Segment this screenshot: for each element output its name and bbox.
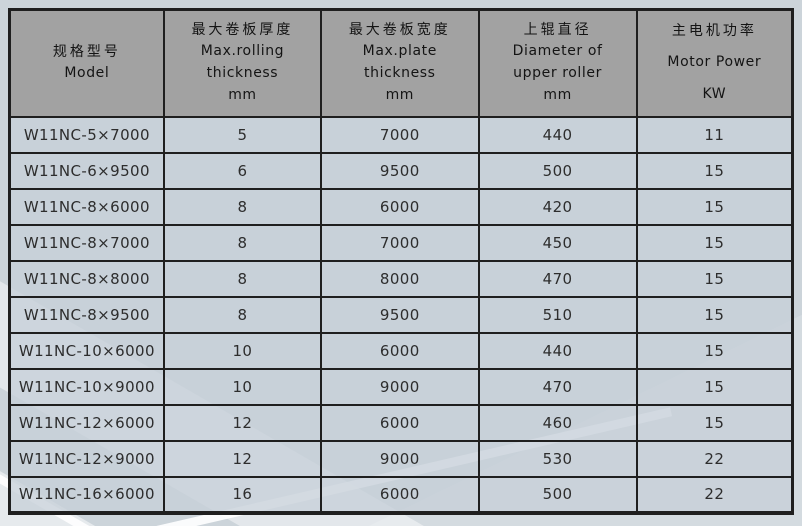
thickness-cell: 10 bbox=[162, 331, 323, 370]
roller-diameter-cell: 510 bbox=[477, 295, 638, 334]
roller-diameter-cell: 460 bbox=[477, 403, 638, 442]
table-row: W11NC-6×9500 6 9500 500 15 bbox=[8, 151, 794, 190]
roller-diameter-cell: 500 bbox=[477, 151, 638, 190]
width-cell: 6000 bbox=[320, 403, 480, 442]
motor-power-cell: 15 bbox=[635, 259, 794, 298]
thickness-cell: 8 bbox=[162, 259, 323, 298]
header-model-en: Model bbox=[64, 65, 110, 82]
width-cell: 6000 bbox=[320, 475, 480, 514]
thickness-cell: 5 bbox=[162, 115, 323, 154]
table-row: W11NC-8×8000 8 8000 470 15 bbox=[8, 259, 794, 298]
col-header-roller-diameter: 上辊直径 Diameter of upper roller mm bbox=[477, 8, 638, 118]
thickness-cell: 16 bbox=[162, 475, 323, 514]
model-cell: W11NC-8×9500 bbox=[8, 295, 165, 334]
roller-diameter-cell: 470 bbox=[477, 259, 638, 298]
width-cell: 7000 bbox=[320, 223, 480, 262]
thickness-cell: 12 bbox=[162, 439, 323, 478]
width-cell: 8000 bbox=[320, 259, 480, 298]
motor-power-cell: 15 bbox=[635, 403, 794, 442]
model-cell: W11NC-8×7000 bbox=[8, 223, 165, 262]
model-cell: W11NC-8×8000 bbox=[8, 259, 165, 298]
table-row: W11NC-8×6000 8 6000 420 15 bbox=[8, 187, 794, 226]
motor-power-cell: 15 bbox=[635, 187, 794, 226]
thickness-cell: 6 bbox=[162, 151, 323, 190]
thickness-cell: 8 bbox=[162, 187, 323, 226]
header-model-zh: 规格型号 bbox=[52, 44, 121, 61]
roller-diameter-cell: 440 bbox=[477, 115, 638, 154]
model-cell: W11NC-10×6000 bbox=[8, 331, 165, 370]
thickness-cell: 10 bbox=[162, 367, 323, 406]
header-roller-zh: 上辊直径 bbox=[523, 22, 592, 39]
motor-power-cell: 15 bbox=[635, 367, 794, 406]
header-thickness-en1: Max.rolling bbox=[200, 43, 285, 60]
header-roller-en1: Diameter of bbox=[512, 43, 603, 60]
header-power-zh: 主电机功率 bbox=[671, 23, 757, 40]
header-power-en: Motor Power bbox=[667, 54, 762, 71]
col-header-model: 规格型号 Model bbox=[8, 8, 165, 118]
table-row: W11NC-8×7000 8 7000 450 15 bbox=[8, 223, 794, 262]
thickness-cell: 12 bbox=[162, 403, 323, 442]
motor-power-cell: 15 bbox=[635, 331, 794, 370]
roller-diameter-cell: 470 bbox=[477, 367, 638, 406]
thickness-cell: 8 bbox=[162, 295, 323, 334]
model-cell: W11NC-12×9000 bbox=[8, 439, 165, 478]
model-cell: W11NC-12×6000 bbox=[8, 403, 165, 442]
table-row: W11NC-16×6000 16 6000 500 22 bbox=[8, 475, 794, 514]
header-thickness-unit: mm bbox=[228, 87, 257, 104]
width-cell: 6000 bbox=[320, 187, 480, 226]
header-roller-en2: upper roller bbox=[513, 65, 602, 82]
col-header-motor-power: 主电机功率 Motor Power KW bbox=[635, 8, 794, 118]
header-width-en2: thickness bbox=[364, 65, 436, 82]
motor-power-cell: 22 bbox=[635, 475, 794, 514]
roller-diameter-cell: 450 bbox=[477, 223, 638, 262]
model-cell: W11NC-16×6000 bbox=[8, 475, 165, 514]
header-width-zh: 最大卷板宽度 bbox=[348, 22, 451, 39]
table-row: W11NC-5×7000 5 7000 440 11 bbox=[8, 115, 794, 154]
header-width-unit: mm bbox=[385, 87, 415, 104]
table-row: W11NC-10×6000 10 6000 440 15 bbox=[8, 331, 794, 370]
width-cell: 6000 bbox=[320, 331, 480, 370]
width-cell: 9500 bbox=[320, 151, 480, 190]
header-power-unit: KW bbox=[702, 86, 727, 103]
roller-diameter-cell: 420 bbox=[477, 187, 638, 226]
width-cell: 7000 bbox=[320, 115, 480, 154]
roller-diameter-cell: 500 bbox=[477, 475, 638, 514]
width-cell: 9000 bbox=[320, 439, 480, 478]
header-thickness-en2: thickness bbox=[206, 65, 279, 82]
roller-diameter-cell: 530 bbox=[477, 439, 638, 478]
table-row: W11NC-10×9000 10 9000 470 15 bbox=[8, 367, 794, 406]
thickness-cell: 8 bbox=[162, 223, 323, 262]
model-cell: W11NC-5×7000 bbox=[8, 115, 165, 154]
table-row: W11NC-12×9000 12 9000 530 22 bbox=[8, 439, 794, 478]
col-header-max-width: 最大卷板宽度 Max.plate thickness mm bbox=[320, 8, 480, 118]
model-cell: W11NC-8×6000 bbox=[8, 187, 165, 226]
motor-power-cell: 15 bbox=[635, 295, 794, 334]
width-cell: 9000 bbox=[320, 367, 480, 406]
model-cell: W11NC-6×9500 bbox=[8, 151, 165, 190]
col-header-max-thickness: 最大卷板厚度 Max.rolling thickness mm bbox=[162, 8, 323, 118]
motor-power-cell: 11 bbox=[635, 115, 794, 154]
motor-power-cell: 15 bbox=[635, 151, 794, 190]
table-row: W11NC-8×9500 8 9500 510 15 bbox=[8, 295, 794, 334]
header-roller-unit: mm bbox=[543, 87, 572, 104]
motor-power-cell: 22 bbox=[635, 439, 794, 478]
header-row: 规格型号 Model 最大卷板厚度 Max.rolling thickness … bbox=[8, 8, 794, 118]
header-width-en1: Max.plate bbox=[362, 43, 437, 60]
width-cell: 9500 bbox=[320, 295, 480, 334]
spec-table: 规格型号 Model 最大卷板厚度 Max.rolling thickness … bbox=[8, 8, 794, 515]
roller-diameter-cell: 440 bbox=[477, 331, 638, 370]
motor-power-cell: 15 bbox=[635, 223, 794, 262]
model-cell: W11NC-10×9000 bbox=[8, 367, 165, 406]
header-thickness-zh: 最大卷板厚度 bbox=[191, 22, 294, 39]
table-row: W11NC-12×6000 12 6000 460 15 bbox=[8, 403, 794, 442]
